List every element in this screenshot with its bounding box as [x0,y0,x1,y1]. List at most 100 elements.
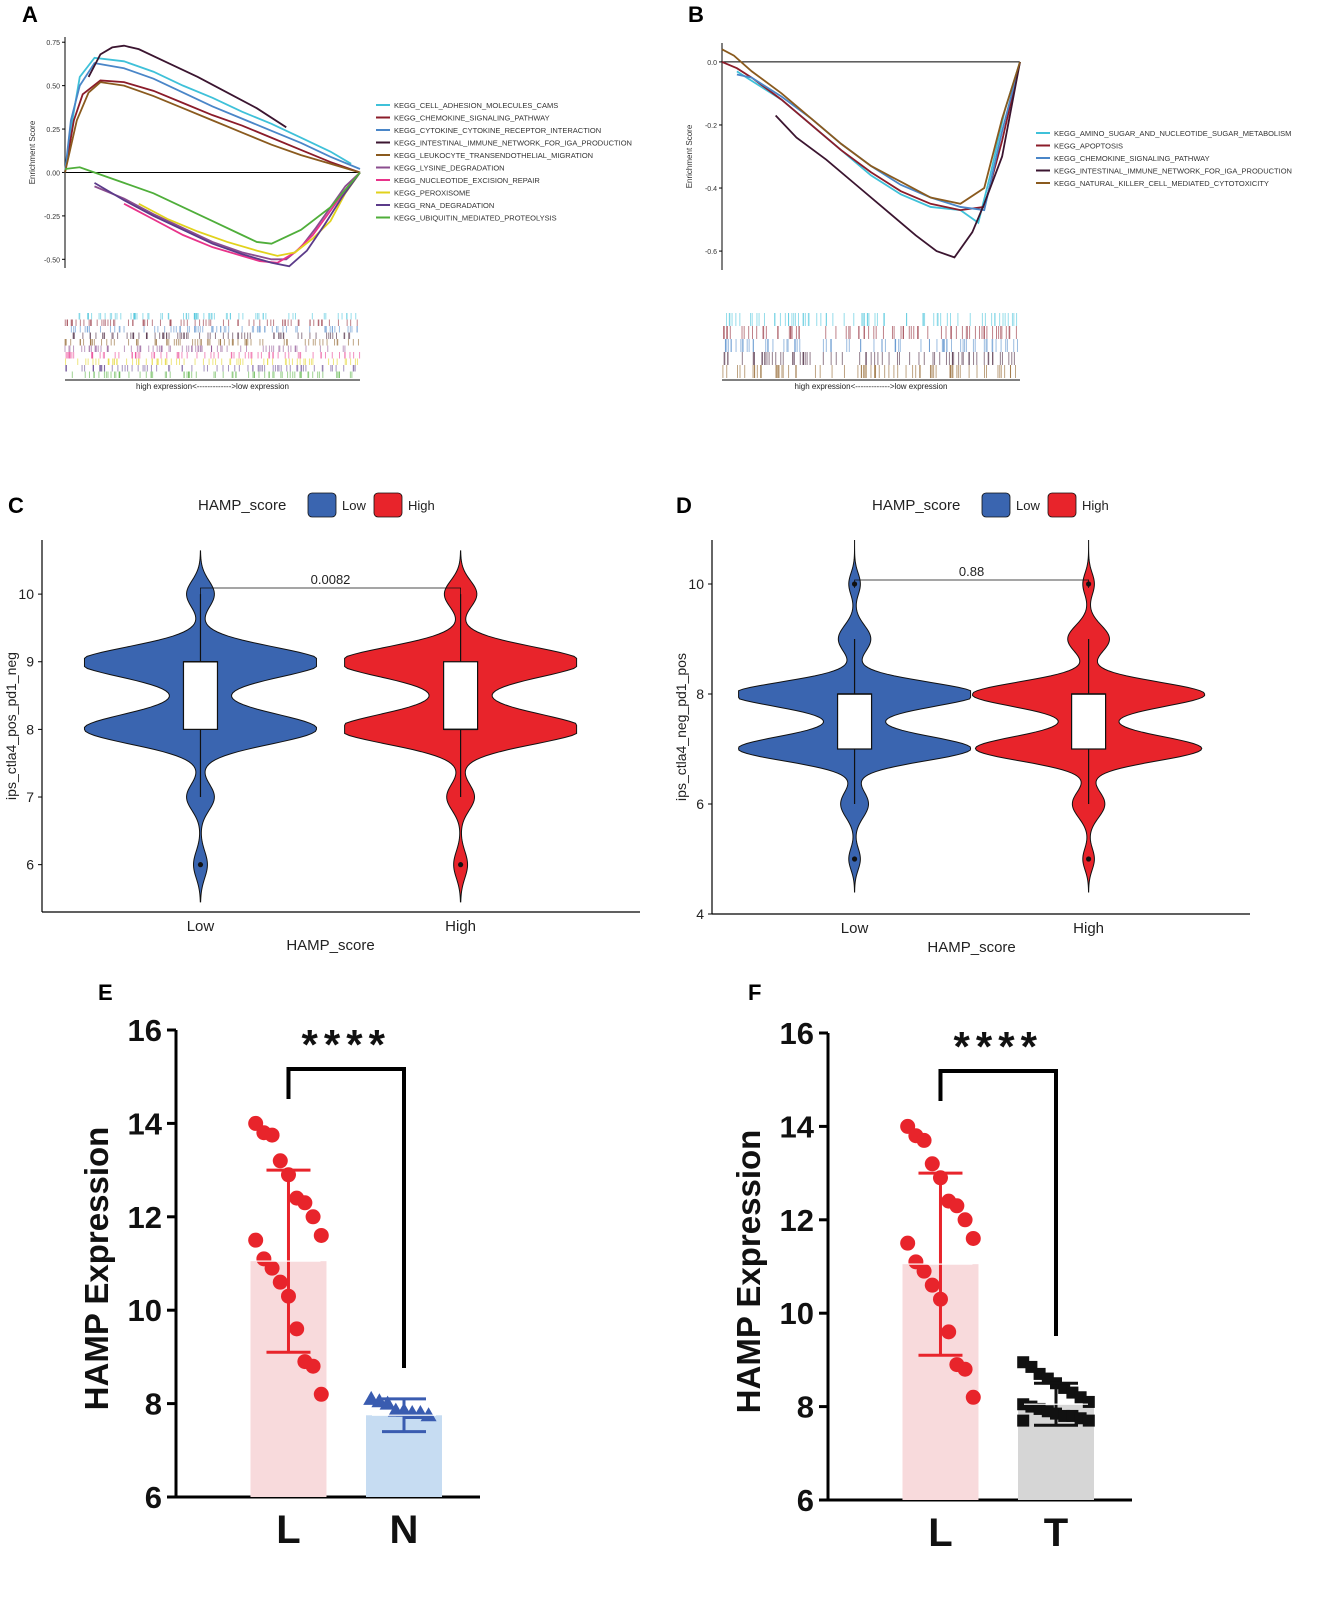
legend-entry: KEGG_CHEMOKINE_SIGNALING_PATHWAY [1054,154,1210,163]
y-tick-label: 14 [128,1106,163,1141]
legend-entry: Low [1016,498,1040,513]
data-point [305,1358,321,1374]
legend-entry: KEGG_NATURAL_KILLER_CELL_MEDIATED_CYTOTO… [1054,179,1269,188]
data-point [297,1195,313,1211]
series-line [64,62,361,173]
series-line [64,56,352,173]
legend-entry: KEGG_CHEMOKINE_SIGNALING_PATHWAY [394,114,550,123]
y-tick-label: 4 [696,906,704,922]
data-point [965,1230,981,1246]
outlier-point [1086,856,1092,862]
legend-entry: High [1082,498,1109,513]
y-tick-label: 0.00 [46,170,60,177]
y-tick-label: -0.50 [44,257,60,264]
legend-entry: KEGG_APOPTOSIS [1054,142,1123,151]
series-line [736,61,1021,212]
bar-plot-f: 6 8 10 12 14 16 HAMP Expression L T **** [730,1016,1132,1555]
data-point [957,1212,973,1228]
bar-plot-e: 6 8 10 12 14 16 HAMP Expression L N **** [78,1013,480,1552]
data-point [924,1156,940,1172]
y-tick-label: 14 [780,1109,815,1144]
outlier-point [197,862,204,868]
data-point [289,1321,305,1337]
y-tick-label: -0.2 [705,123,717,130]
x-tick-label: High [445,918,476,935]
y-axis-label: HAMP Expression [78,1127,115,1411]
y-tick-label: 6 [797,1483,814,1518]
data-point [965,1389,981,1405]
series-line [721,48,1021,205]
y-tick-label: -0.6 [705,249,717,256]
legend-swatch [1047,492,1077,518]
panel-label-c: C [8,493,24,518]
series-line [64,166,361,245]
y-tick-label: 8 [696,686,704,702]
legend-title: HAMP_score [198,497,286,514]
p-value-label: 0.0082 [311,572,351,587]
y-tick-label: 10 [128,1293,162,1328]
y-tick-label: 10 [18,586,34,602]
legend-entry: KEGG_PEROXISOME [394,189,470,198]
data-point [957,1361,973,1377]
x-tick-label: Low [841,920,869,937]
significance-label: **** [954,1023,1043,1070]
y-axis-label: HAMP Expression [730,1130,767,1414]
y-tick-label: -0.4 [705,186,717,193]
legend-title: HAMP_score [872,497,960,514]
y-tick-label: -0.25 [44,214,60,221]
data-point [1082,1414,1095,1427]
significance-label: **** [302,1021,391,1068]
data-point [924,1277,940,1293]
outlier-point [458,862,464,868]
data-point [1017,1356,1030,1369]
series-line [87,44,287,129]
significance-bracket [200,587,461,596]
y-tick-label: 12 [128,1200,162,1235]
legend-swatch [307,492,337,518]
y-axis-label: Enrichment Score [685,124,694,188]
x-tick-label: L [928,1511,952,1555]
data-point [313,1227,329,1243]
x-axis-label: HAMP_score [927,939,1015,956]
significance-bracket [854,579,1089,588]
legend-entry: KEGG_AMINO_SUGAR_AND_NUCLEOTIDE_SUGAR_ME… [1054,129,1291,138]
legend-entry: KEGG_NUCLEOTIDE_EXCISION_REPAIR [394,176,540,185]
data-point [1082,1395,1095,1408]
series-line [138,171,361,257]
panel-label-f: F [748,980,761,1005]
y-tick-label: 10 [688,576,704,592]
series-line [736,61,1021,225]
box-iqr [443,661,479,730]
data-point [313,1386,329,1402]
significance-bracket [286,1067,406,1368]
legend-entry: KEGG_CYTOKINE_CYTOKINE_RECEPTOR_INTERACT… [394,126,601,135]
y-tick-label: 8 [797,1390,814,1425]
gsea-plot-b: 0.0 -0.2 -0.4 -0.6 Enrichment Score KEGG_AMIN… [685,43,1292,391]
y-tick-label: 6 [696,796,704,812]
series-line [94,171,361,268]
legend-entry: KEGG_LEUKOCYTE_TRANSENDOTHELIAL_MIGRATIO… [394,151,593,160]
data-point [916,1263,932,1279]
legend-swatch [981,492,1011,518]
legend-swatch [373,492,403,518]
box-iqr [1070,693,1107,750]
x-tick-label: T [1044,1511,1068,1555]
series-line [64,79,361,174]
y-axis-label: Enrichment Score [28,120,37,184]
series-line [774,61,1021,259]
data-point [264,1127,280,1143]
y-tick-label: 7 [26,789,34,805]
panel-label-b: B [688,2,704,27]
y-tick-label: 16 [780,1016,814,1051]
legend-entry: KEGG_CELL_ADHESION_MOLECULES_CAMS [394,101,558,110]
data-point [420,1407,437,1422]
rank-label: high expression<------------->low expres… [136,382,289,391]
y-tick-label: 0.25 [46,127,60,134]
x-axis-label: HAMP_score [286,937,374,954]
data-point [941,1324,957,1340]
y-tick-label: 9 [26,654,34,670]
y-tick-label: 16 [128,1013,162,1048]
y-axis-label: ips_ctla4_neg_pd1_pos [673,653,689,801]
data-point [949,1198,965,1214]
